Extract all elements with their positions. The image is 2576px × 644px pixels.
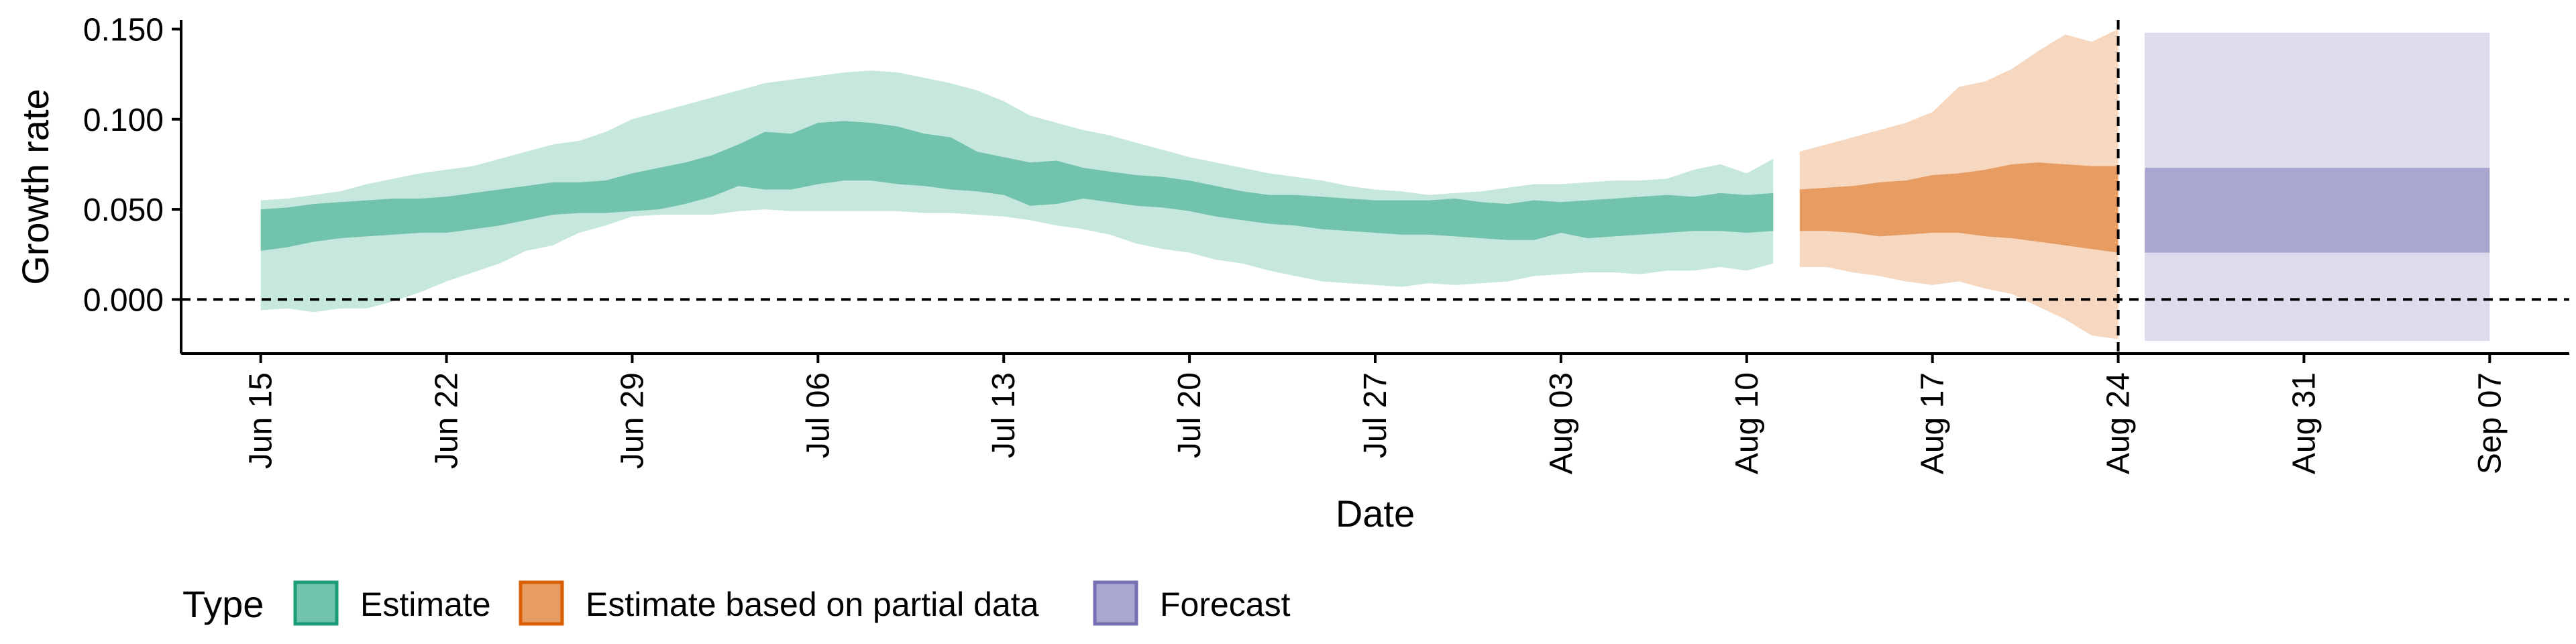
legend-swatch-estimate [293, 580, 339, 626]
x-tick-label: Sep 07 [2472, 372, 2508, 474]
x-tick-label: Jun 29 [614, 372, 650, 469]
y-tick-label: 0.150 [83, 12, 164, 48]
ribbon-layer [260, 29, 2490, 341]
legend-title: Type [182, 583, 264, 625]
estimate-based-on-partial-data-band-50 [1799, 162, 2118, 253]
x-tick-label: Jul 27 [1358, 372, 1393, 458]
x-tick-label: Aug 10 [1729, 372, 1765, 474]
x-tick-label: Aug 03 [1544, 372, 1579, 474]
reference-lines [181, 20, 2569, 354]
x-tick-label: Jul 13 [986, 372, 1022, 458]
x-tick-label: Jul 20 [1172, 372, 1208, 458]
y-axis-title: Growth rate [14, 89, 56, 285]
estimate-band-50 [260, 121, 1774, 251]
x-tick-label: Jun 15 [244, 372, 279, 469]
forecast-band-50 [2145, 168, 2490, 253]
axes: 0.000 0.050 0.100 0.150 Jun 15 Jun 22 Jun 29 Ju… [14, 12, 2569, 535]
x-axis-title: Date [1336, 492, 1415, 535]
x-tick-label: Jun 22 [429, 372, 465, 469]
legend-label-estimate: Estimate [360, 586, 491, 623]
y-tick-label: 0.000 [83, 282, 164, 318]
x-tick-label: Jul 06 [800, 372, 836, 458]
y-tick-label: 0.100 [83, 103, 164, 138]
legend-swatch-forecast [1093, 580, 1138, 626]
x-tick-label: Aug 24 [2101, 372, 2137, 474]
x-tick-label: Aug 31 [2286, 372, 2322, 474]
legend: Type Estimate Estimate based on partial da… [182, 580, 1291, 626]
legend-label-forecast: Forecast [1160, 586, 1291, 623]
y-tick-label: 0.050 [83, 193, 164, 228]
legend-swatch-estimate-based-on-partial-data [519, 580, 564, 626]
legend-label-estimate-based-on-partial-data: Estimate based on partial data [586, 586, 1039, 623]
x-tick-label: Aug 17 [1915, 372, 1951, 474]
